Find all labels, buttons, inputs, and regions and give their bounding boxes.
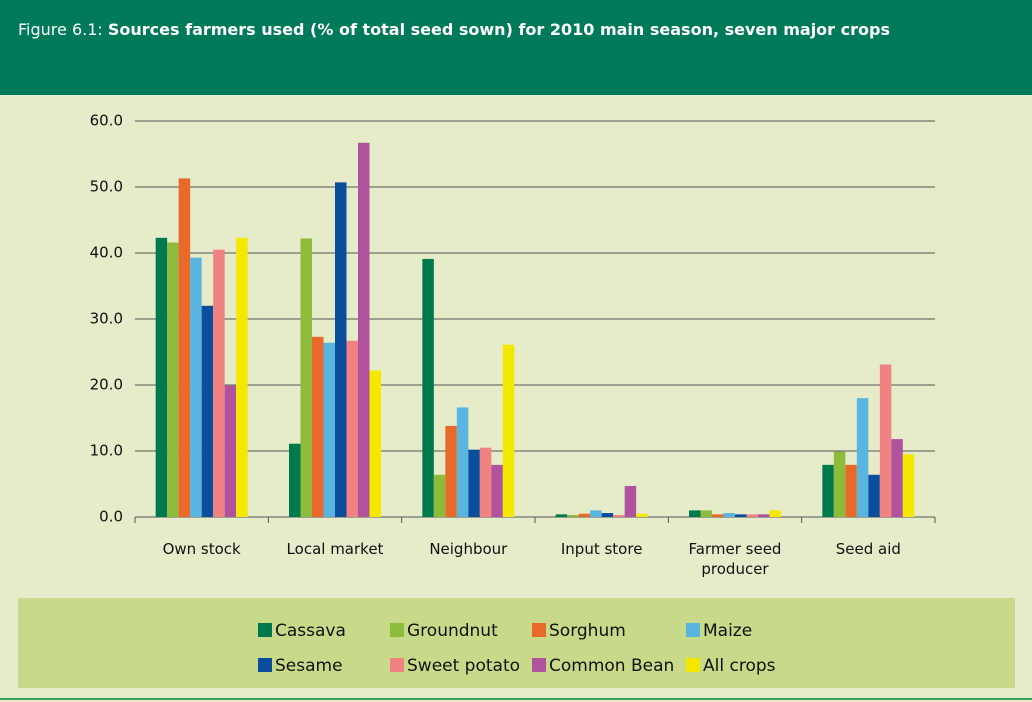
bar — [578, 513, 591, 517]
bar — [155, 237, 168, 517]
legend-swatch — [258, 623, 272, 637]
bar — [422, 258, 434, 517]
legend-label: Sorghum — [549, 621, 626, 641]
bar — [555, 514, 568, 517]
bar — [845, 464, 857, 517]
title-text: Sources farmers used (% of total seed so… — [107, 20, 890, 39]
legend-swatch — [390, 658, 404, 672]
bar — [590, 510, 602, 517]
x-tick-label: Farmer seed producer — [688, 540, 782, 578]
bar — [491, 464, 503, 517]
header: Figure 6.1: Sources farmers used (% of t… — [0, 0, 1032, 95]
bar — [822, 464, 834, 517]
legend-label: Sesame — [275, 656, 343, 676]
bar — [735, 514, 747, 517]
bar — [879, 364, 892, 517]
y-tick-label: 10.0 — [90, 442, 123, 460]
y-tick-label: 30.0 — [90, 310, 123, 328]
legend-label: Maize — [703, 621, 752, 641]
bar — [636, 513, 648, 517]
bar — [346, 340, 358, 517]
legend-swatch — [686, 623, 700, 637]
bar — [190, 257, 202, 517]
legend-swatch — [532, 658, 546, 672]
bar — [456, 407, 469, 517]
bar — [746, 514, 758, 517]
x-tick-label: Neighbour — [429, 540, 508, 558]
bar — [902, 454, 915, 517]
y-tick-label: 50.0 — [90, 178, 123, 196]
x-tick-label: Own stock — [162, 540, 241, 558]
bar — [358, 142, 370, 517]
figure-label: Figure 6.1: — [18, 20, 103, 39]
y-tick-label: 60.0 — [90, 112, 123, 130]
bar — [433, 474, 446, 517]
bar — [201, 305, 214, 517]
legend-swatch — [686, 658, 700, 672]
bar — [723, 513, 735, 517]
legend-swatch — [532, 623, 546, 637]
bar — [502, 344, 515, 517]
bar — [601, 513, 614, 517]
legend-swatch — [390, 623, 404, 637]
x-tick-label: Input store — [560, 540, 643, 558]
bar — [833, 451, 846, 517]
bar — [213, 249, 225, 517]
bar — [335, 182, 347, 517]
bar — [167, 242, 179, 517]
y-tick-label: 0.0 — [99, 508, 123, 526]
y-tick-label: 20.0 — [90, 376, 123, 394]
y-tick-label: 40.0 — [90, 244, 123, 262]
chart-title: Figure 6.1: Sources farmers used (% of t… — [18, 20, 890, 39]
bar — [289, 443, 301, 517]
legend-label: Cassava — [275, 621, 346, 641]
bar — [624, 485, 637, 517]
bar — [758, 514, 770, 517]
bar — [323, 342, 335, 517]
bar — [300, 238, 312, 518]
legend-label: Common Bean — [549, 656, 674, 676]
bar — [312, 336, 324, 517]
bar — [712, 514, 724, 517]
bar — [689, 510, 701, 517]
bar — [700, 510, 712, 517]
bar — [468, 449, 480, 517]
bar — [868, 474, 880, 517]
legend-label: Sweet potato — [407, 656, 520, 676]
bar — [224, 385, 237, 517]
legend-swatch — [258, 658, 272, 672]
bar — [856, 398, 869, 517]
legend-box — [18, 598, 1015, 688]
bar — [178, 178, 191, 518]
bar — [613, 515, 625, 517]
bar — [567, 515, 579, 517]
bar — [891, 439, 903, 517]
bar — [445, 425, 457, 517]
bar — [369, 370, 381, 517]
bar — [479, 447, 492, 517]
legend-label: All crops — [703, 656, 776, 676]
bar — [236, 237, 248, 517]
legend-label: Groundnut — [407, 621, 498, 641]
x-tick-label: Local market — [286, 540, 384, 558]
bar — [769, 510, 781, 517]
x-tick-label: Seed aid — [835, 540, 901, 558]
